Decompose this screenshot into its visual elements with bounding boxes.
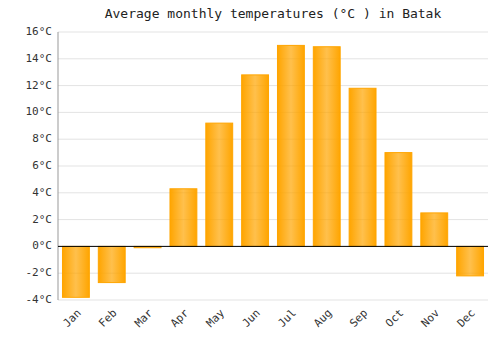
grid: [58, 32, 488, 300]
x-tick-label: Oct: [383, 307, 406, 330]
bar: [170, 189, 197, 247]
bar: [62, 246, 89, 297]
grid-line: [58, 192, 488, 193]
y-tick-label: 0°C: [32, 239, 52, 252]
bar: [242, 75, 269, 247]
y-tick-label: 8°C: [32, 132, 52, 145]
y-tick-label: 14°C: [26, 52, 53, 65]
y-tick-label: 16°C: [26, 25, 53, 38]
chart: -4°C -2°C 0°C 2°C 4°C 6°C 8°C 10°C 12°C 14°C 16°C J…: [0, 0, 500, 350]
bar: [421, 213, 448, 247]
x-tick-label: Jul: [275, 307, 298, 330]
y-tick-label: -4°C: [26, 293, 53, 306]
grid-line: [58, 85, 488, 86]
x-tick-label: Feb: [96, 307, 119, 330]
x-tick-label: Mar: [132, 306, 156, 330]
title: Average monthly temperatures (°C ) in Ba…: [105, 6, 442, 21]
grid-line: [58, 58, 488, 59]
bars: [62, 45, 483, 297]
bar: [313, 47, 340, 247]
y-tick-label: 6°C: [32, 159, 52, 172]
bar: [457, 246, 484, 275]
x-tick-label: Apr: [168, 306, 192, 330]
zero-line: [58, 246, 488, 247]
x-tick-label: May: [204, 306, 228, 330]
y-tick-label: 12°C: [26, 79, 53, 92]
grid-line: [58, 112, 488, 113]
x-tick-label: Aug: [311, 307, 334, 330]
grid-line: [58, 300, 488, 301]
grid-line: [58, 32, 488, 33]
grid-line: [58, 139, 488, 140]
bar: [385, 153, 412, 247]
y-tick-label: 10°C: [26, 105, 53, 118]
y-tick-label: 4°C: [32, 186, 52, 199]
x-tick-label: Nov: [419, 306, 443, 330]
bar: [206, 123, 233, 246]
y-tick-label: 2°C: [32, 213, 52, 226]
bar: [277, 45, 304, 246]
y-tick-label: -2°C: [26, 266, 53, 279]
x-tick-label: Dec: [455, 307, 478, 330]
x-tick-label: Sep: [347, 307, 370, 330]
bar: [349, 88, 376, 246]
bar: [98, 246, 125, 282]
grid-line: [58, 166, 488, 167]
y-axis-line: [58, 32, 59, 300]
x-tick-label: Jan: [60, 307, 83, 330]
x-tick-label: Jun: [240, 307, 263, 330]
grid-line: [58, 246, 488, 247]
